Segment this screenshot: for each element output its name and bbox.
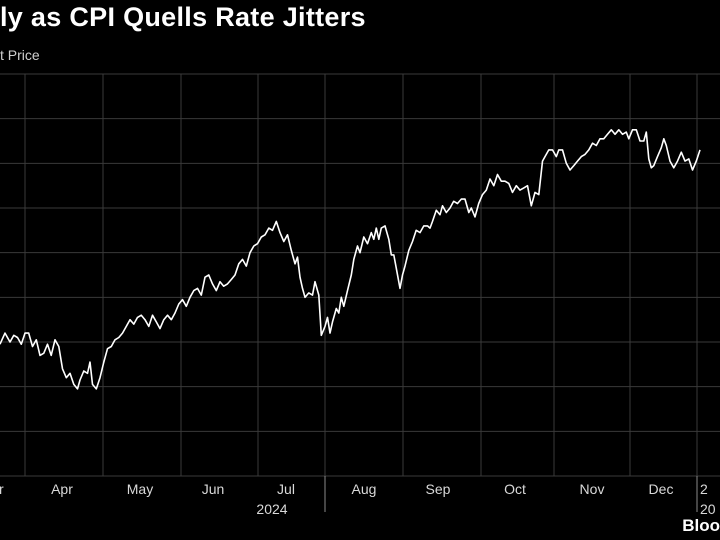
- x-tick-label: Apr: [51, 481, 73, 497]
- x-tick-label: 2: [700, 481, 708, 497]
- chart-subtitle: t Price: [0, 47, 40, 63]
- x-tick-label: Jul: [277, 481, 295, 497]
- x-tick-label: Sep: [426, 481, 451, 497]
- x-tick-label: Oct: [504, 481, 526, 497]
- x-tick-label: Nov: [580, 481, 605, 497]
- year-label: 20: [700, 501, 716, 517]
- year-label: 2024: [256, 501, 287, 517]
- series-layer: [0, 129, 701, 390]
- x-tick-label: Jun: [202, 481, 225, 497]
- x-tick-label: r: [0, 481, 4, 497]
- grid-lines: [0, 73, 720, 512]
- source-label: Bloo: [682, 516, 720, 535]
- price-series-line: [0, 129, 701, 390]
- x-axis-ticks: r Apr May Jun Jul Aug Sep Oct Nov Dec 2 2024 20: [0, 481, 716, 517]
- chart-title: ly as CPI Quells Rate Jitters: [0, 2, 366, 32]
- x-tick-label: May: [127, 481, 153, 497]
- x-tick-label: Dec: [649, 481, 674, 497]
- x-tick-label: Aug: [352, 481, 377, 497]
